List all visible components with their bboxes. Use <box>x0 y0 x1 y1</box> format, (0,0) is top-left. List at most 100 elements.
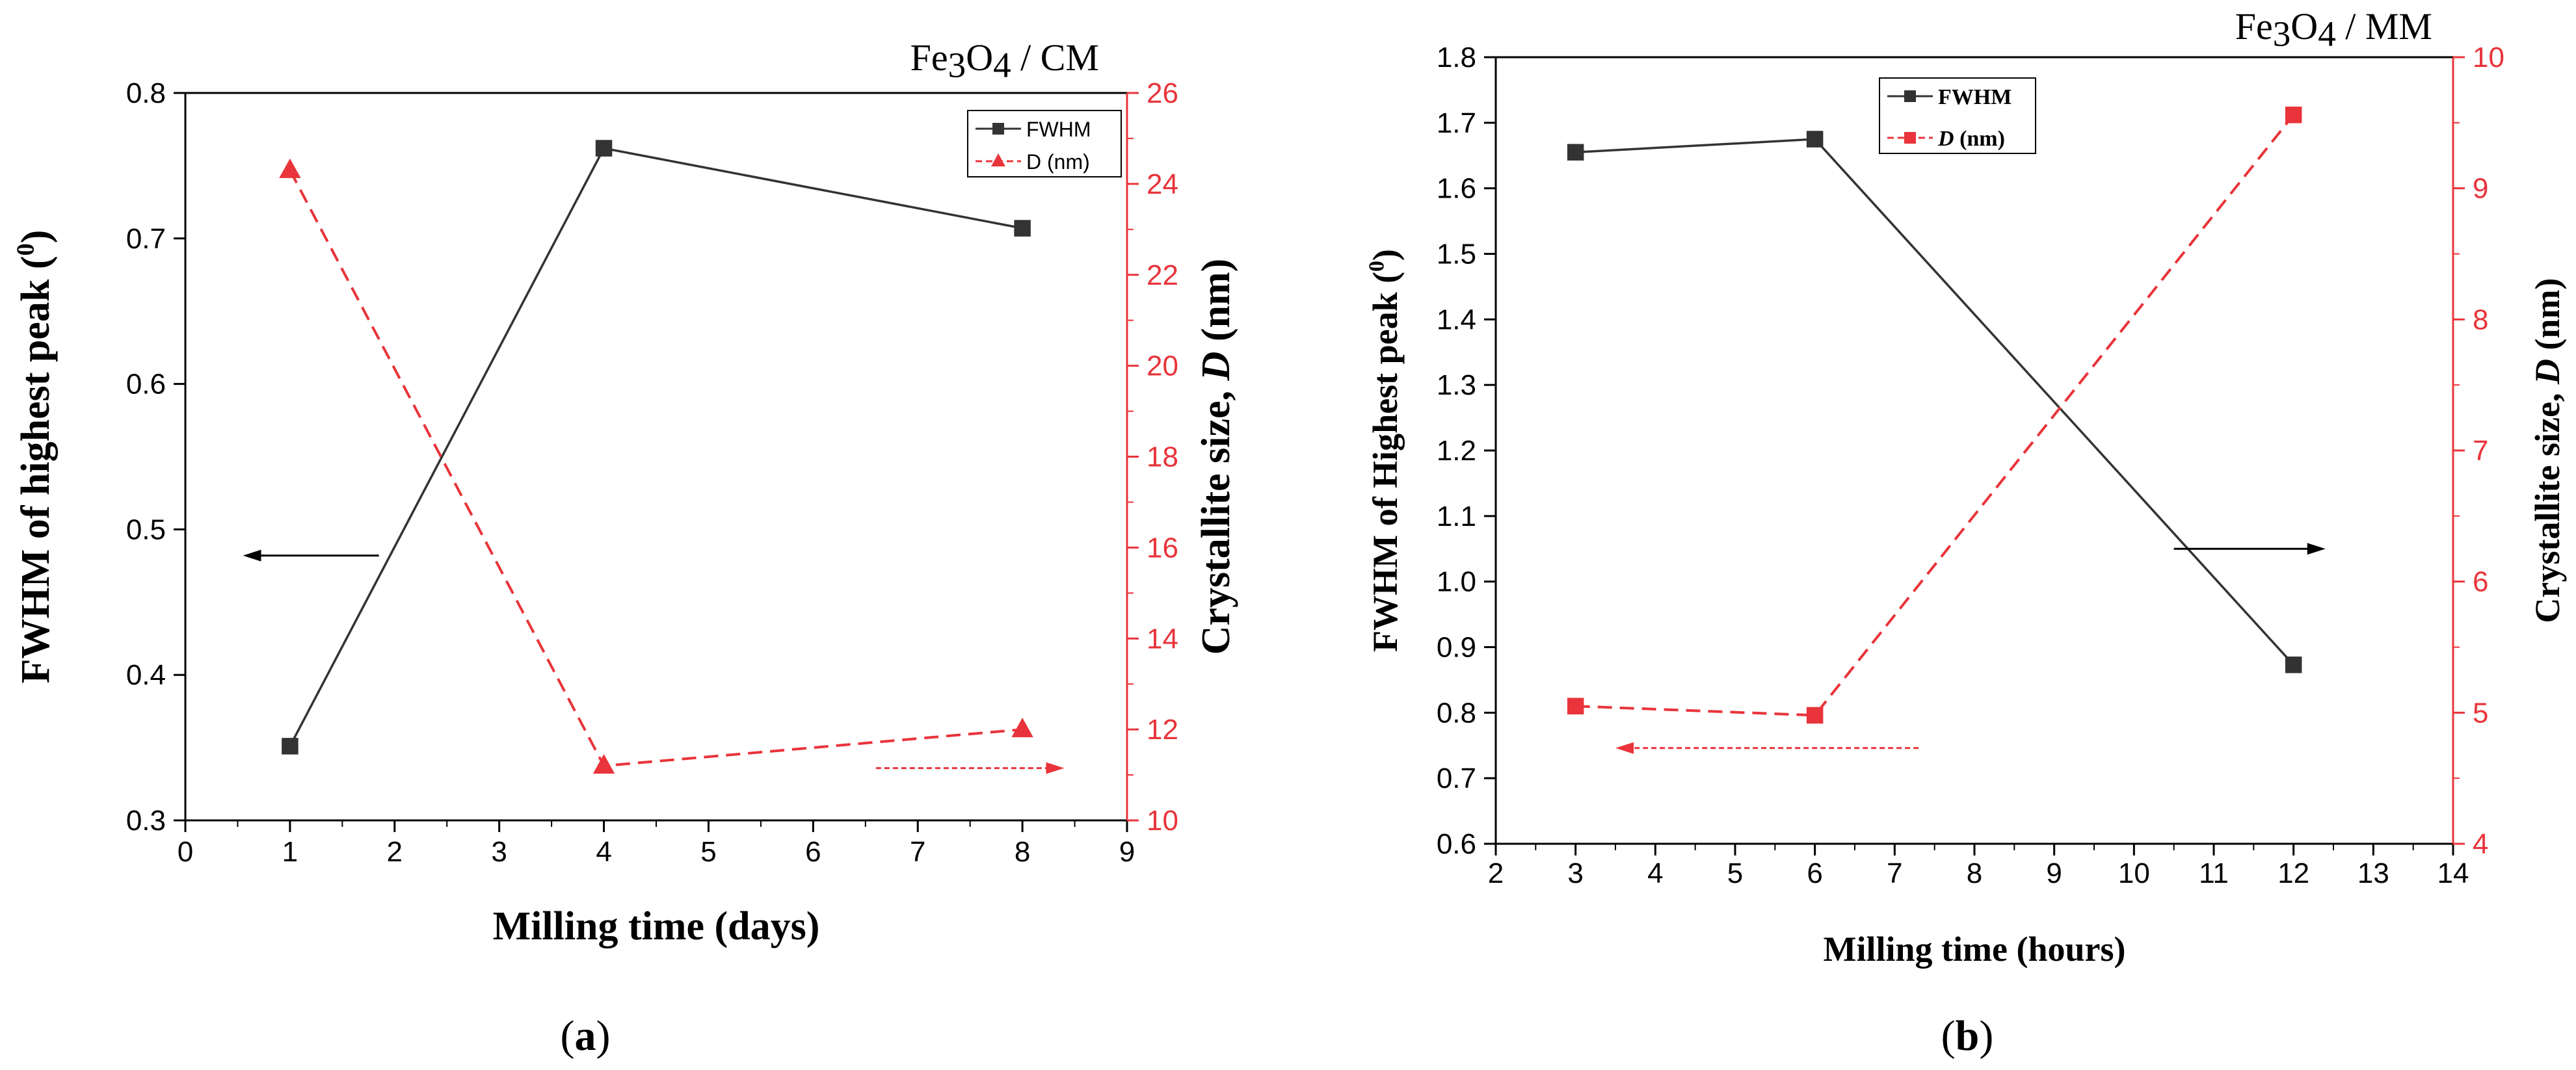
right-y-tick-label: 6 <box>2473 566 2488 598</box>
x-tick-label: 9 <box>2046 857 2062 889</box>
right-y-tick-label: 20 <box>1147 350 1178 382</box>
left-y-tick-label: 1.1 <box>1437 501 1476 532</box>
annotation-arrowhead-right <box>1046 762 1065 774</box>
left-y-tick-label: 1.7 <box>1437 107 1476 139</box>
left-y-axis-label: FWHM of Highest peak (0) <box>1364 249 1405 652</box>
panel-label: (a) <box>561 1012 611 1060</box>
fwhm-data-point <box>2285 656 2302 673</box>
x-tick-label: 5 <box>700 836 716 868</box>
left-y-tick-label: 1.6 <box>1437 173 1476 205</box>
right-y-axis-label: Crystallite size, D (nm) <box>1194 259 1238 655</box>
x-tick-label: 0 <box>178 836 193 868</box>
panel-label: (b) <box>1941 1012 1994 1060</box>
x-axis-label: Milling time (hours) <box>1824 930 2126 969</box>
right-y-tick-label: 26 <box>1147 77 1178 109</box>
left-y-tick-label: 0.6 <box>1437 828 1476 860</box>
left-y-tick-label: 0.6 <box>126 369 166 400</box>
crystallite-size-data-point <box>1567 698 1584 714</box>
legend-label: D (nm) <box>1937 127 2005 151</box>
left-y-tick-label: 1.8 <box>1437 42 1476 73</box>
legend-marker <box>992 123 1004 135</box>
x-tick-label: 4 <box>596 836 611 868</box>
x-tick-label: 6 <box>805 836 821 868</box>
left-y-tick-label: 1.0 <box>1437 566 1476 598</box>
left-y-tick-label: 0.4 <box>126 659 166 691</box>
fwhm-data-point <box>595 140 613 157</box>
crystallite-size-series-line <box>1575 114 2295 717</box>
fwhm-data-point <box>1806 131 1824 148</box>
x-tick-label: 10 <box>2118 857 2150 889</box>
x-tick-label: 7 <box>1887 857 1902 889</box>
x-tick-label: 14 <box>2437 857 2469 889</box>
right-y-tick-label: 5 <box>2473 697 2488 729</box>
chart-title: Fe3O4 / MM <box>2235 5 2432 53</box>
right-y-tick-label: 7 <box>2473 435 2488 467</box>
crystallite-size-data-point <box>2285 106 2302 124</box>
left-y-tick-label: 0.8 <box>126 77 166 109</box>
right-y-tick-label: 4 <box>2473 828 2488 860</box>
x-tick-label: 12 <box>2277 857 2309 889</box>
annotation-arrowhead-left <box>1615 742 1634 754</box>
left-y-tick-label: 0.5 <box>126 514 166 545</box>
fwhm-series-line <box>289 147 1023 747</box>
right-y-tick-label: 10 <box>2473 42 2504 73</box>
chart-title: Fe3O4 / CM <box>910 36 1099 85</box>
right-y-axis-label: Crystallite size, D (nm) <box>2528 278 2567 623</box>
fwhm-data-point <box>282 738 299 755</box>
legend: FWHM D (nm) <box>1879 77 2036 154</box>
left-y-tick-label: 0.8 <box>1437 697 1476 729</box>
x-tick-label: 2 <box>1488 857 1504 889</box>
chart-panel-b: 2 3 4 5 6 7 8 9 10 11 12 13 14 0.6 0.7 0.8 0.9 1.0 1.1 1.2 1… <box>1364 5 2567 1060</box>
left-y-tick-label: 1.5 <box>1437 239 1476 270</box>
right-y-tick-label: 18 <box>1147 441 1178 473</box>
crystallite-size-data-point <box>1806 707 1824 724</box>
x-tick-label: 11 <box>2199 857 2229 889</box>
legend-label: D (nm) <box>1026 150 1090 174</box>
right-y-tick-label: 16 <box>1147 532 1178 564</box>
x-tick-label: 5 <box>1727 857 1743 889</box>
x-tick-label: 3 <box>1567 857 1583 889</box>
chart-panel-a: 0 1 2 3 4 5 6 7 8 90.30.40.50.60.70.8101214161820… <box>12 36 1238 1060</box>
crystallite-size-data-point <box>279 158 301 178</box>
right-y-tick-label: 24 <box>1147 168 1178 200</box>
x-tick-label: 9 <box>1119 836 1135 868</box>
legend-label: FWHM <box>1026 118 1091 141</box>
x-tick-label: 4 <box>1647 857 1663 889</box>
crystallite-size-data-point <box>1011 718 1033 738</box>
left-y-tick-label: 1.4 <box>1437 304 1476 335</box>
right-y-tick-label: 14 <box>1147 623 1178 655</box>
fwhm-series-line <box>1575 138 2294 666</box>
fwhm-data-point <box>1014 220 1031 237</box>
x-tick-label: 8 <box>1015 836 1030 868</box>
x-tick-label: 6 <box>1807 857 1822 889</box>
crystallite-size-series-line <box>289 169 1023 768</box>
left-y-tick-label: 1.2 <box>1437 435 1476 467</box>
left-y-tick-label: 0.7 <box>126 223 166 255</box>
left-y-axis-label: FWHM of highest peak (0) <box>12 230 58 684</box>
left-y-tick-label: 0.9 <box>1437 632 1476 664</box>
right-y-tick-label: 12 <box>1147 714 1178 746</box>
fwhm-data-point <box>1567 144 1584 161</box>
left-y-tick-label: 0.7 <box>1437 763 1476 794</box>
left-y-tick-label: 1.3 <box>1437 369 1476 401</box>
x-tick-label: 13 <box>2357 857 2389 889</box>
left-y-tick-label: 0.3 <box>126 805 166 837</box>
legend: FWHM D (nm) <box>967 110 1122 177</box>
right-y-tick-label: 10 <box>1147 805 1178 837</box>
right-y-tick-label: 22 <box>1147 259 1178 291</box>
x-tick-label: 3 <box>491 836 507 868</box>
legend-label: FWHM <box>1938 85 2012 109</box>
right-y-tick-label: 9 <box>2473 173 2488 205</box>
crystallite-size-data-point <box>592 754 615 774</box>
x-tick-label: 1 <box>282 836 298 868</box>
x-tick-label: 7 <box>910 836 925 868</box>
legend-marker <box>1904 132 1916 144</box>
x-tick-label: 2 <box>387 836 403 868</box>
legend-marker <box>991 153 1005 166</box>
x-axis-label: Milling time (days) <box>493 904 820 948</box>
annotation-arrowhead-left <box>243 549 261 562</box>
x-tick-label: 8 <box>1967 857 1982 889</box>
legend-marker <box>1904 90 1916 102</box>
right-y-tick-label: 8 <box>2473 304 2488 335</box>
